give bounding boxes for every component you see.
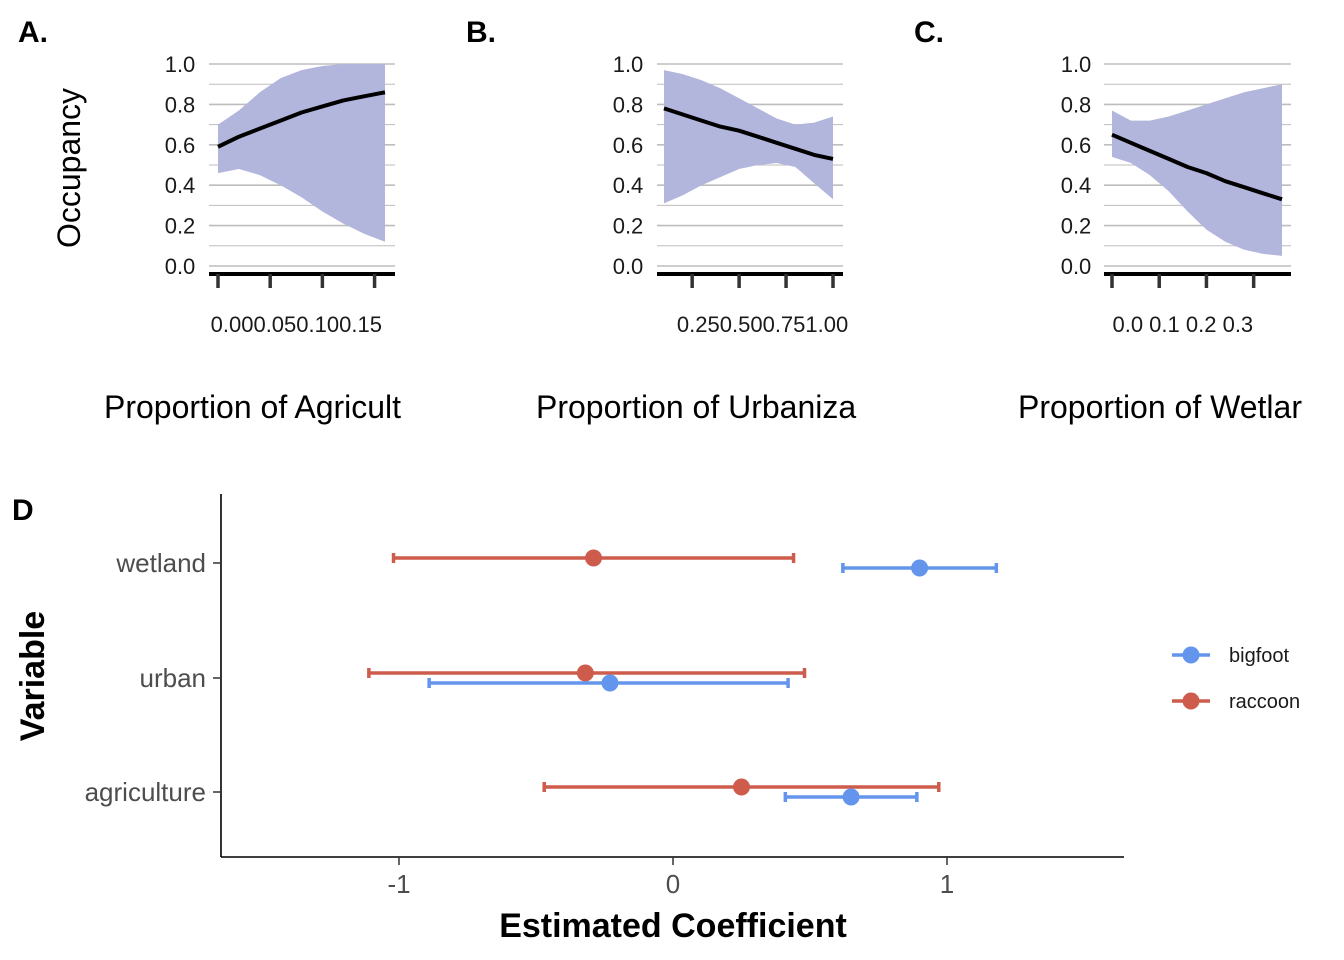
panel-a-estimate-line bbox=[217, 90, 386, 149]
panel-c-x-axis-title: Proportion of Wetlar bbox=[1018, 389, 1302, 425]
category-label: wetland bbox=[115, 548, 206, 578]
y-tick-label: 0.2 bbox=[613, 214, 644, 239]
category-label: urban bbox=[140, 663, 207, 693]
y-tick-label: 0.4 bbox=[165, 173, 196, 198]
panel-b-estimate-line bbox=[663, 106, 834, 161]
point-estimate bbox=[911, 559, 929, 577]
panel-d-coefficient-plot: D wetland urban agriculture -1 0 1 Estimated… bbox=[12, 494, 1300, 945]
x-tick-label: 0.25 bbox=[677, 312, 720, 337]
panel-label-d: D bbox=[12, 494, 34, 527]
point-estimate bbox=[601, 674, 619, 692]
panel-d-y-axis-title: Variable bbox=[14, 611, 52, 741]
bigfoot-agriculture-estimate bbox=[783, 788, 919, 806]
panel-b-x-axis-title: Proportion of Urbaniza bbox=[536, 389, 856, 425]
x-tick-label: 0.0 bbox=[1112, 312, 1143, 337]
y-tick-label: 1.0 bbox=[165, 52, 196, 77]
panel-c-estimate-line bbox=[1111, 132, 1283, 202]
legend-key-point bbox=[1182, 692, 1200, 710]
panel-d-legend: bigfoot raccoon bbox=[1172, 645, 1300, 713]
x-tick-label: 0.10 bbox=[296, 312, 339, 337]
y-tick-label: 0.2 bbox=[165, 214, 196, 239]
y-tick-label: 0.8 bbox=[165, 92, 196, 117]
x-tick-label: 1.00 bbox=[805, 312, 848, 337]
panel-b-y-ticks: 0.0 0.2 0.4 0.6 0.8 1.0 bbox=[613, 52, 644, 279]
panel-label-c: C. bbox=[914, 16, 944, 49]
x-tick-label: 0.1 bbox=[1143, 312, 1180, 337]
panel-a-x-ticks: 0.000.050.100.15 bbox=[211, 274, 382, 337]
y-tick-label: 0.4 bbox=[1061, 173, 1092, 198]
x-tick-labels: 0.000.050.100.15 bbox=[211, 312, 382, 337]
x-tick-label: 0.05 bbox=[253, 312, 296, 337]
panel-a-confidence-band bbox=[218, 64, 385, 242]
point-estimate bbox=[585, 549, 603, 567]
y-tick-label: 1.0 bbox=[1061, 52, 1092, 77]
panel-a-y-ticks: 0.0 0.2 0.4 0.6 0.8 1.0 bbox=[165, 52, 196, 279]
category-label: agriculture bbox=[85, 777, 206, 807]
panel-d-estimates bbox=[367, 549, 999, 806]
x-tick-label: 1 bbox=[940, 869, 954, 899]
x-tick-labels: 0.250.500.751.00 bbox=[677, 312, 848, 337]
panel-d-x-ticks: -1 0 1 bbox=[387, 857, 954, 899]
x-tick-label: 0.15 bbox=[339, 312, 382, 337]
panel-a-x-axis-title: Proportion of Agricult bbox=[104, 389, 401, 425]
panel-label-b: B. bbox=[466, 16, 496, 49]
legend-item-bigfoot: bigfoot bbox=[1172, 645, 1289, 667]
panel-label-a: A. bbox=[18, 16, 48, 49]
panel-a-y-axis-title: Occupancy bbox=[51, 88, 87, 248]
x-tick-label: 0.3 bbox=[1216, 312, 1253, 337]
panel-b-occupancy-urbanization: B. 0.250.500.751.00 0.0 0.2 0.4 0.6 0.8 1.0 P… bbox=[466, 16, 856, 425]
y-tick-label: 0.4 bbox=[613, 173, 644, 198]
panel-d-category-labels: wetland urban agriculture bbox=[85, 548, 221, 807]
panel-b-x-ticks: 0.250.500.751.00 bbox=[677, 274, 848, 337]
bigfoot-urban-estimate bbox=[427, 674, 790, 692]
panel-d-x-axis-title: Estimated Coefficient bbox=[499, 907, 847, 945]
y-tick-label: 0.6 bbox=[165, 133, 196, 158]
y-tick-label: 0.6 bbox=[613, 133, 644, 158]
x-tick-label: 0 bbox=[666, 869, 680, 899]
panel-c-x-ticks: 0.0 0.1 0.2 0.3 bbox=[1110, 274, 1256, 337]
raccoon-wetland-estimate bbox=[391, 549, 796, 567]
raccoon-agriculture-estimate bbox=[542, 778, 941, 796]
point-estimate bbox=[842, 788, 860, 806]
legend-label: raccoon bbox=[1229, 691, 1300, 713]
x-tick-label: 0.2 bbox=[1180, 312, 1217, 337]
point-estimate bbox=[576, 664, 594, 682]
x-tick-label: 0.50 bbox=[720, 312, 763, 337]
y-tick-label: 0.0 bbox=[165, 254, 196, 279]
y-tick-label: 0.0 bbox=[1061, 254, 1092, 279]
legend-label: bigfoot bbox=[1229, 645, 1289, 667]
y-tick-label: 0.6 bbox=[1061, 133, 1092, 158]
x-tick-label: 0.00 bbox=[211, 312, 254, 337]
y-tick-label: 0.2 bbox=[1061, 214, 1092, 239]
y-tick-label: 0.8 bbox=[613, 92, 644, 117]
y-tick-label: 1.0 bbox=[613, 52, 644, 77]
x-tick-labels: 0.0 0.1 0.2 0.3 bbox=[1112, 312, 1253, 337]
panel-c-y-ticks: 0.0 0.2 0.4 0.6 0.8 1.0 bbox=[1061, 52, 1092, 279]
panel-a-occupancy-agriculture: A. 0.000.050.100.15 0.0 0.2 0.4 0.6 0.8 1.0 O… bbox=[18, 16, 401, 425]
y-tick-label: 0.0 bbox=[613, 254, 644, 279]
legend-item-raccoon: raccoon bbox=[1172, 691, 1300, 713]
point-estimate bbox=[733, 778, 750, 796]
bigfoot-wetland-estimate bbox=[841, 559, 999, 577]
x-tick-label: 0.75 bbox=[763, 312, 806, 337]
y-tick-label: 0.8 bbox=[1061, 92, 1092, 117]
panel-c-occupancy-wetland: C. 0.0 0.1 0.2 0.3 0.0 0.2 0.4 0.6 0.8 1.0 Pr… bbox=[914, 16, 1302, 425]
raccoon-urban-estimate bbox=[367, 664, 807, 682]
panel-b-confidence-band bbox=[664, 70, 833, 204]
legend-key-point bbox=[1182, 646, 1200, 664]
x-tick-label: -1 bbox=[387, 869, 410, 899]
